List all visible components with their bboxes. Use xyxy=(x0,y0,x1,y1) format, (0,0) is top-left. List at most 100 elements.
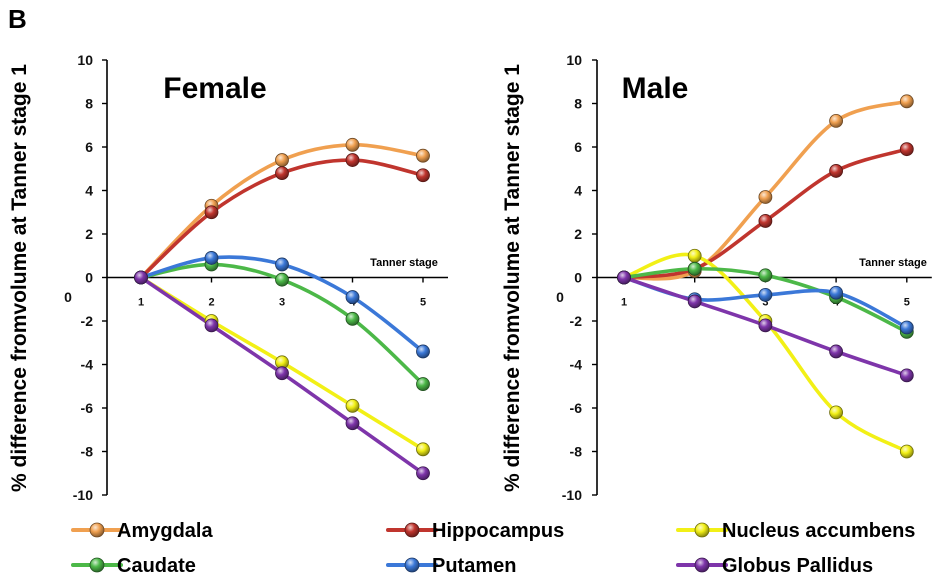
legend-item-globus-pallidus: Globus Pallidus xyxy=(676,555,873,577)
male-x-tick-label: 3 xyxy=(762,297,768,309)
female-y-tick-label: -4 xyxy=(81,357,94,373)
female-x-tick-label: 1 xyxy=(138,297,144,309)
legend-swatch-marker xyxy=(89,522,105,538)
legend-item-amygdala: Amygdala xyxy=(71,520,213,542)
female-nucleus-accumbens-point xyxy=(416,442,430,457)
female-caudate-point xyxy=(416,377,430,391)
male-hippocampus-point xyxy=(899,142,914,157)
male-amygdala-point xyxy=(758,190,773,204)
legend-swatch-marker xyxy=(404,522,420,538)
male-hippocampus-point xyxy=(829,164,843,178)
male-globus-pallidus-point xyxy=(687,294,702,309)
male-amygdala-point xyxy=(829,114,843,128)
legend-swatch-marker xyxy=(404,557,420,573)
male-series-amygdala-line xyxy=(622,99,909,281)
female-y-tick-label: 6 xyxy=(85,139,93,155)
male-amygdala-point xyxy=(899,94,914,109)
male-chart: % difference fromvolume at Tanner stage … xyxy=(501,52,932,503)
legend-swatch-marker xyxy=(694,522,710,538)
male-y-tick-label: -8 xyxy=(570,444,583,460)
male-y-tick-label: 0 xyxy=(574,270,582,286)
female-hippocampus-point xyxy=(275,166,289,181)
male-series-nucleus-accumbens-line xyxy=(622,252,909,454)
male-globus-pallidus-point xyxy=(758,318,773,333)
male-y-tick-label: 2 xyxy=(574,226,582,242)
female-nucleus-accumbens-point xyxy=(345,398,360,413)
legend-label: Amygdala xyxy=(117,520,213,542)
female-y-tick-label: -8 xyxy=(81,444,94,460)
female-globus-pallidus-point xyxy=(345,416,360,431)
male-putamen-point xyxy=(758,287,773,302)
female-outer-zero-label: 0 xyxy=(64,289,72,305)
male-outer-zero-label: 0 xyxy=(556,289,564,305)
male-nucleus-accumbens-point xyxy=(829,405,843,420)
female-globus-pallidus-point xyxy=(275,366,289,381)
female-putamen-point xyxy=(345,290,360,304)
female-globus-pallidus-point xyxy=(134,270,148,285)
male-globus-pallidus-point xyxy=(899,368,914,383)
female-y-tick-label: 0 xyxy=(85,270,93,286)
male-caudate-point xyxy=(758,268,773,283)
female-y-tick-label: -10 xyxy=(73,487,93,503)
female-x-tick-label: 3 xyxy=(279,297,285,309)
female-amygdala-point xyxy=(345,137,360,152)
male-caudate-point xyxy=(687,261,702,276)
female-y-tick-label: 8 xyxy=(85,96,93,112)
legend-item-caudate: Caudate xyxy=(71,555,196,577)
legend: Amygdala Hippocampus Nucleus accumbens Caud… xyxy=(71,520,915,577)
male-y-tick-label: -4 xyxy=(570,357,583,373)
male-globus-pallidus-point xyxy=(617,270,631,285)
panel-label: B xyxy=(8,4,27,34)
male-putamen-point xyxy=(899,320,914,335)
legend-label: Hippocampus xyxy=(432,520,564,542)
female-y-tick-label: -2 xyxy=(81,313,94,329)
legend-item-nucleus-accumbens: Nucleus accumbens xyxy=(676,520,915,542)
male-y-tick-label: 4 xyxy=(574,183,582,199)
female-hippocampus-point xyxy=(204,205,219,220)
male-x-tick-label: 5 xyxy=(904,297,910,309)
male-y-tick-label: 8 xyxy=(574,96,582,112)
male-putamen-point xyxy=(829,285,843,300)
female-putamen-point xyxy=(204,251,219,265)
female-globus-pallidus-point xyxy=(204,318,219,333)
male-x-axis-label: Tanner stage xyxy=(859,257,927,269)
female-y-axis-label: % difference fromvolume at Tanner stage … xyxy=(8,64,31,492)
female-caudate-point xyxy=(345,311,360,326)
male-y-tick-label: -10 xyxy=(562,487,582,503)
legend-label: Putamen xyxy=(432,555,516,577)
female-x-tick-label: 2 xyxy=(208,297,214,309)
female-y-tick-label: 4 xyxy=(85,183,93,199)
female-amygdala-point xyxy=(275,153,289,167)
female-y-tick-label: -6 xyxy=(81,400,94,416)
male-chart-title: Male xyxy=(622,72,689,105)
male-nucleus-accumbens-point xyxy=(899,444,914,459)
legend-swatch-marker xyxy=(694,557,710,573)
legend-item-hippocampus: Hippocampus xyxy=(386,520,564,542)
female-globus-pallidus-point xyxy=(416,466,430,481)
female-putamen-point xyxy=(275,257,289,272)
legend-swatch-marker xyxy=(89,557,105,573)
female-x-axis-label: Tanner stage xyxy=(370,257,438,269)
legend-label: Globus Pallidus xyxy=(722,555,873,577)
male-y-tick-label: 10 xyxy=(566,52,582,68)
female-putamen-point xyxy=(416,344,430,359)
female-chart-title: Female xyxy=(163,72,266,105)
female-x-tick-label: 5 xyxy=(420,297,426,309)
male-y-tick-label: 6 xyxy=(574,139,582,155)
male-globus-pallidus-point xyxy=(829,344,843,359)
male-hippocampus-point xyxy=(758,214,773,228)
female-chart: % difference fromvolume at Tanner stage … xyxy=(8,52,448,503)
legend-label: Caudate xyxy=(117,555,196,577)
male-y-tick-label: -2 xyxy=(570,313,583,329)
male-nucleus-accumbens-point xyxy=(687,248,702,263)
female-amygdala-point xyxy=(416,148,430,163)
legend-item-putamen: Putamen xyxy=(386,555,516,577)
female-y-tick-label: 10 xyxy=(77,52,93,68)
female-hippocampus-point xyxy=(416,168,430,183)
male-x-tick-label: 1 xyxy=(621,297,627,309)
female-hippocampus-point xyxy=(345,153,360,167)
legend-label: Nucleus accumbens xyxy=(722,520,915,542)
female-caudate-point xyxy=(275,272,289,287)
male-y-tick-label: -6 xyxy=(570,400,583,416)
